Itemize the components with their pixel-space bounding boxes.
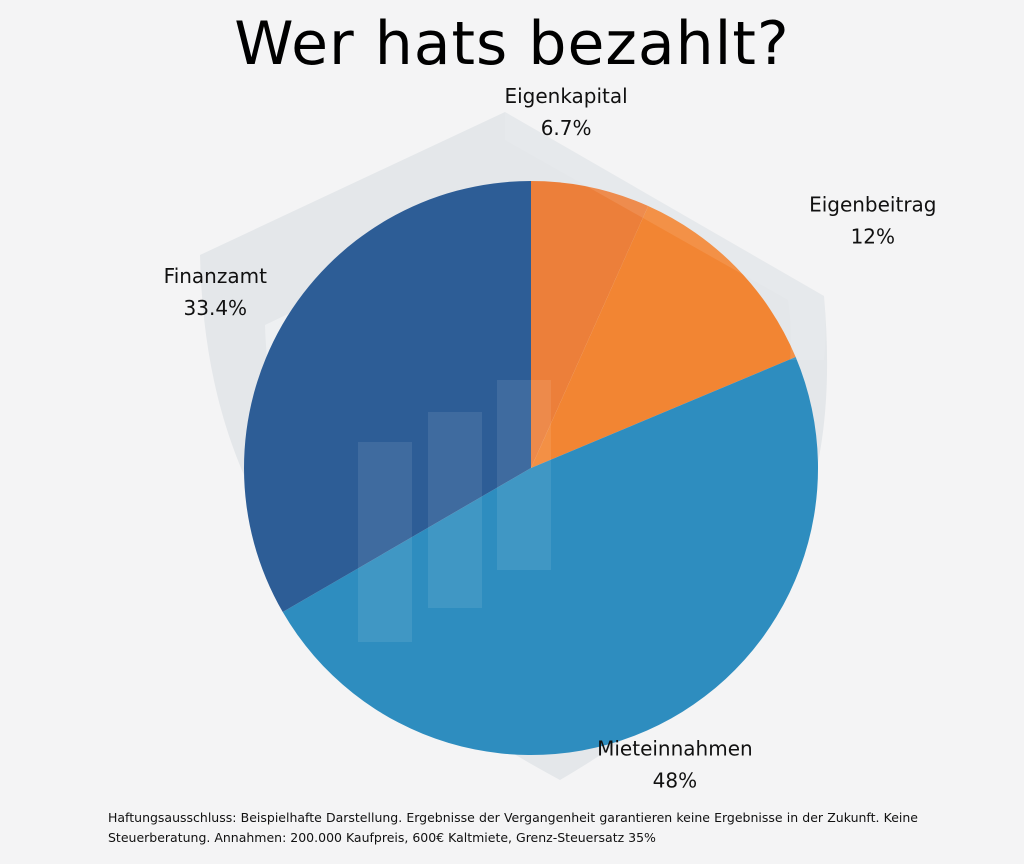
slice-label-finanzamt: Finanzamt 33.4% bbox=[164, 264, 267, 320]
pie-slice-mieteinnahmen bbox=[282, 357, 819, 756]
slice-value-label: 48% bbox=[653, 768, 697, 792]
slice-name-label: Eigenkapital bbox=[504, 84, 627, 108]
slice-labels: Eigenkapital 6.7% Eigenbeitrag 12% Mieteinna… bbox=[164, 84, 937, 793]
slice-label-mieteinnahmen: Mieteinnahmen 48% bbox=[597, 736, 753, 792]
slice-name-label: Eigenbeitrag bbox=[809, 193, 936, 217]
disclaimer-text: Haftungsausschluss: Beispielhafte Darste… bbox=[108, 810, 918, 845]
watermark-bar-3 bbox=[497, 380, 551, 570]
slice-label-eigenkapital: Eigenkapital 6.7% bbox=[504, 84, 627, 140]
pie-slice-eigenkapital bbox=[531, 181, 649, 468]
page-title: Wer hats bezahlt? bbox=[234, 9, 790, 79]
pie-slice-finanzamt bbox=[243, 180, 531, 613]
shield-edge-overlay bbox=[505, 112, 826, 360]
watermark-bar-1 bbox=[358, 442, 412, 642]
slice-value-label: 12% bbox=[851, 225, 895, 249]
slice-name-label: Finanzamt bbox=[164, 264, 267, 288]
slice-value-label: 6.7% bbox=[541, 116, 592, 140]
slice-value-label: 33.4% bbox=[184, 296, 248, 320]
pie-slices bbox=[243, 180, 819, 756]
slice-label-eigenbeitrag: Eigenbeitrag 12% bbox=[809, 193, 936, 249]
watermark-bar-2 bbox=[428, 412, 482, 608]
slice-name-label: Mieteinnahmen bbox=[597, 736, 753, 760]
watermark-overlay bbox=[358, 112, 826, 642]
pie-slice-eigenbeitrag bbox=[531, 206, 796, 468]
